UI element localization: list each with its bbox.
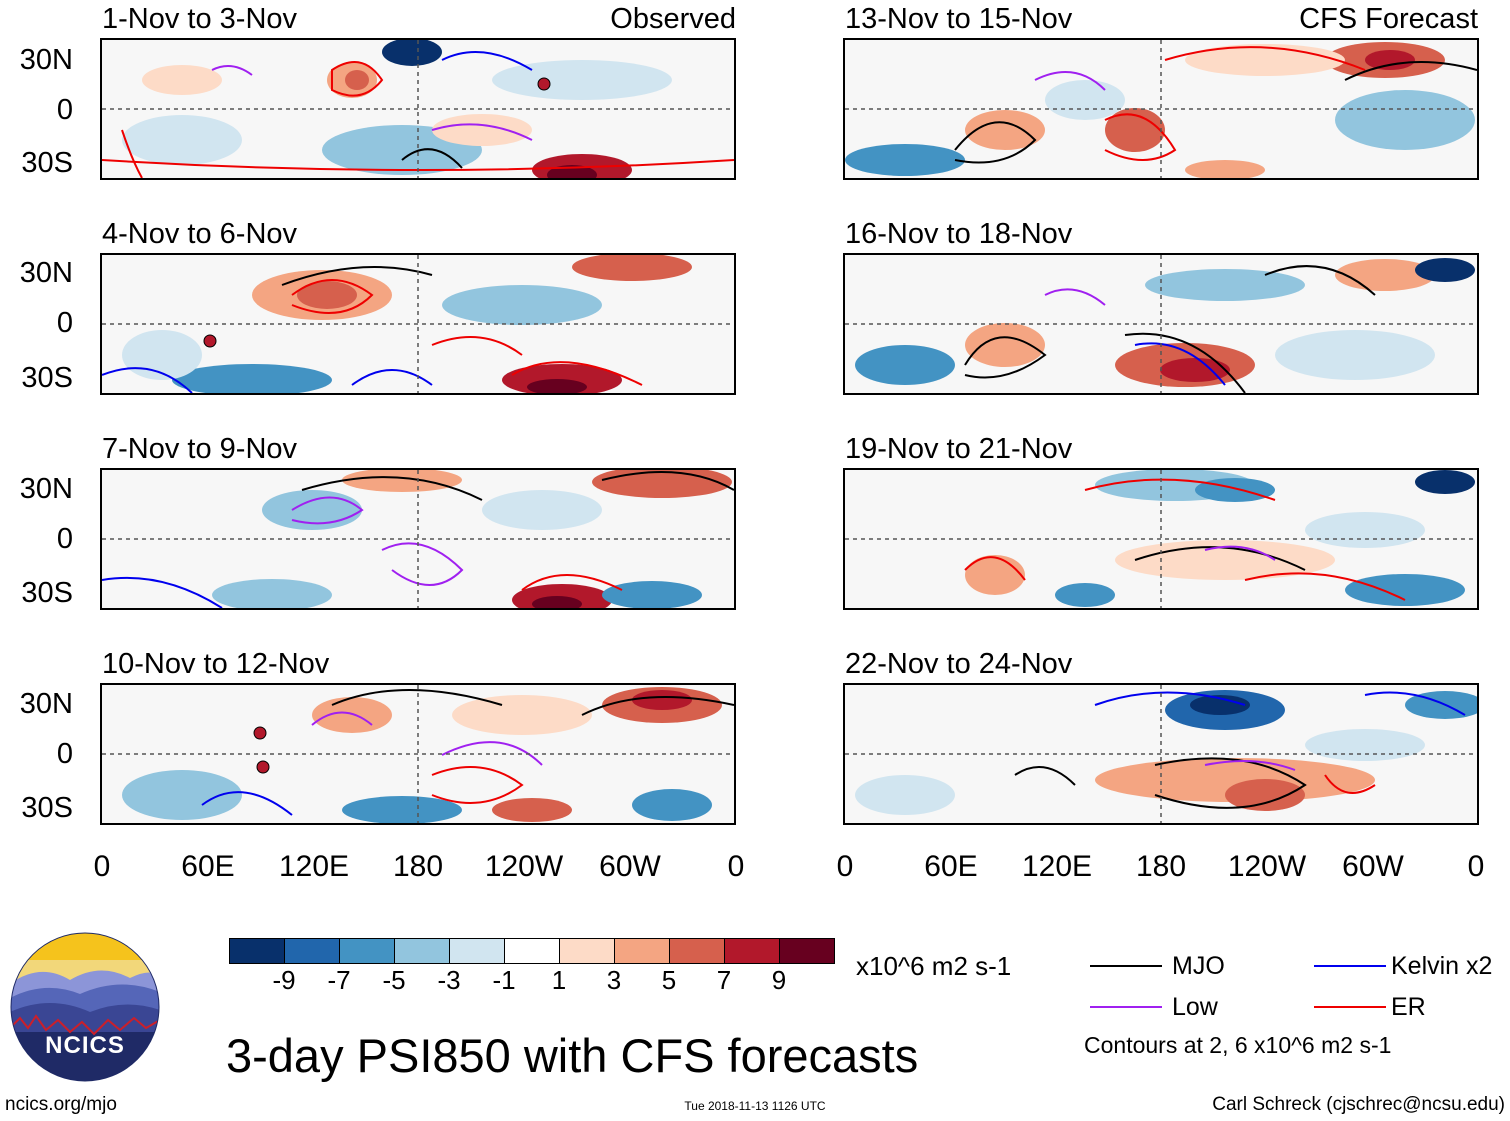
colorbar-swatch [779,939,834,963]
panel-title-5: 13-Nov to 15-Nov [845,3,1073,35]
colorbar [229,938,835,964]
ncics-logo: NCICS [10,932,160,1082]
panel-title-3: 7-Nov to 9-Nov [102,433,298,465]
map-panel-3 [100,468,736,610]
colorbar-label: 5 [661,965,677,995]
panel-title-6: 16-Nov to 18-Nov [845,218,1073,250]
lon-label-120w: 120W [1227,850,1307,883]
colorbar-label: 9 [771,965,787,995]
legend-label-mjo: MJO [1172,952,1225,980]
panel-tag-observed: Observed [610,3,736,35]
colorbar-swatch [724,939,779,963]
colorbar-units: x10^6 m2 s-1 [856,951,1012,981]
lat-label-eq: 0 [56,94,73,126]
footer-credit: Carl Schreck (cjschrec@ncsu.edu) [1212,1094,1505,1115]
panel-title-2: 4-Nov to 6-Nov [102,218,298,250]
lon-label-120e: 120E [278,850,350,883]
lon-label-60e: 60E [181,850,235,883]
map-panel-8 [843,683,1479,825]
lon-label-0-end: 0 [1467,850,1485,883]
map-panel-2 [100,253,736,395]
lon-label-120e: 120E [1021,850,1093,883]
lat-label-30s: 30S [21,577,73,609]
legend-note: Contours at 2, 6 x10^6 m2 s-1 [1084,1032,1392,1058]
lon-label-180: 180 [392,850,444,883]
colorbar-swatch [559,939,614,963]
legend-line-kelvin [1314,965,1386,967]
ncics-logo-icon [10,932,160,1082]
lat-label-30s: 30S [21,147,73,179]
panel-title-1: 1-Nov to 3-Nov [102,3,298,35]
legend-line-mjo [1090,965,1162,967]
lon-label-60w: 60W [1342,850,1404,883]
panel-title-8: 22-Nov to 24-Nov [845,648,1073,680]
lon-label-0: 0 [93,850,111,883]
footer-timestamp: Tue 2018-11-13 1126 UTC [684,1099,826,1113]
map-panel-6 [843,253,1479,395]
colorbar-swatch [449,939,504,963]
legend-label-er: ER [1391,993,1426,1021]
legend-label-low: Low [1172,993,1218,1021]
colorbar-label: -7 [327,965,351,995]
footer-url[interactable]: ncics.org/mjo [5,1094,117,1115]
lat-label-30n: 30N [19,257,73,289]
legend-label-kelvin: Kelvin x2 [1391,952,1493,980]
lon-label-120w: 120W [484,850,564,883]
lat-label-eq: 0 [56,738,73,770]
colorbar-label: 7 [716,965,732,995]
lat-label-30s: 30S [21,362,73,394]
map-panel-5 [843,38,1479,180]
lat-label-eq: 0 [56,523,73,555]
colorbar-label: -5 [382,965,406,995]
legend-line-er [1314,1006,1386,1008]
lon-label-0: 0 [836,850,854,883]
colorbar-swatch [284,939,339,963]
lon-label-0-end: 0 [727,850,745,883]
colorbar-label: -1 [492,965,516,995]
panel-tag-cfs-forecast: CFS Forecast [1299,3,1478,35]
colorbar-label: 3 [606,965,622,995]
logo-text: NCICS [45,1032,125,1059]
lat-label-eq: 0 [56,307,73,339]
lon-label-60e: 60E [924,850,978,883]
lat-label-30n: 30N [19,44,73,76]
map-panel-4 [100,683,736,825]
panel-title-7: 19-Nov to 21-Nov [845,433,1073,465]
main-title: 3-day PSI850 with CFS forecasts [226,1029,919,1082]
colorbar-swatch [394,939,449,963]
panel-title-4: 10-Nov to 12-Nov [102,648,330,680]
legend-line-low [1090,1006,1162,1008]
colorbar-label: -9 [272,965,296,995]
colorbar-swatch [669,939,724,963]
colorbar-swatch [230,939,284,963]
lat-label-30n: 30N [19,473,73,505]
colorbar-label: 1 [551,965,567,995]
lon-label-60w: 60W [599,850,661,883]
colorbar-label: -3 [437,965,461,995]
map-panel-7 [843,468,1479,610]
lat-label-30n: 30N [19,688,73,720]
lon-label-180: 180 [1135,850,1187,883]
colorbar-swatch [614,939,669,963]
colorbar-swatch [504,939,559,963]
colorbar-swatch [339,939,394,963]
map-panel-1 [100,38,736,180]
lat-label-30s: 30S [21,792,73,824]
